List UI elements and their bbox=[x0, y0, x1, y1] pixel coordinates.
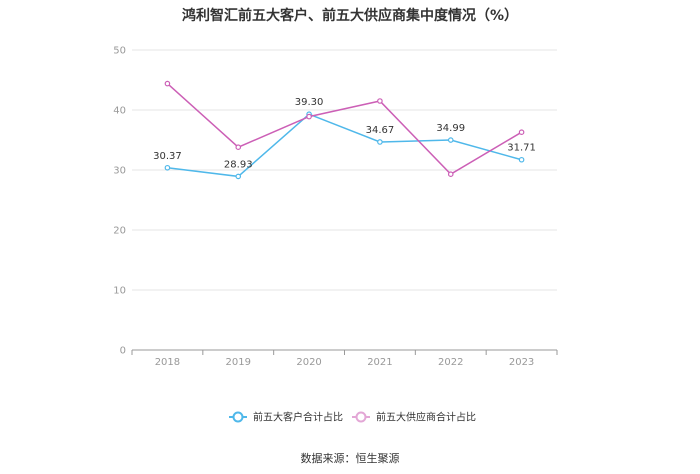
x-tick-label: 2018 bbox=[155, 357, 180, 368]
legend-item-1[interactable]: 前五大供应商合计占比 bbox=[352, 411, 476, 424]
x-tick-label: 2020 bbox=[296, 357, 321, 368]
data-point-0-1[interactable] bbox=[235, 173, 242, 180]
legend[interactable]: 前五大客户合计占比 前五大供应商合计占比 bbox=[229, 411, 476, 424]
data-point-1-5[interactable] bbox=[518, 129, 525, 136]
series-layer: 30.37 28.93 39.30 34.67 34.99 31.71 bbox=[153, 80, 536, 180]
x-tick-label: 2023 bbox=[509, 357, 534, 368]
x-axis: 2018 2019 2020 2021 2022 2023 bbox=[131, 349, 558, 368]
x-tick-label: 2019 bbox=[226, 357, 251, 368]
data-label: 30.37 bbox=[153, 151, 182, 162]
data-point-1-0[interactable] bbox=[164, 80, 171, 87]
data-label: 31.71 bbox=[507, 143, 536, 154]
y-axis: 0 10 20 30 40 50 bbox=[113, 46, 126, 357]
legend-label: 前五大供应商合计占比 bbox=[376, 411, 476, 424]
x-tick-label: 2021 bbox=[367, 357, 392, 368]
y-tick-label: 10 bbox=[113, 286, 126, 297]
series-line-1 bbox=[166, 83, 522, 176]
data-point-1-3[interactable] bbox=[377, 98, 383, 104]
legend-label: 前五大客户合计占比 bbox=[253, 411, 343, 424]
chart-title: 鸿利智汇前五大客户、前五大供应商集中度情况（%） bbox=[182, 7, 518, 24]
y-tick-label: 30 bbox=[113, 166, 126, 177]
y-tick-label: 50 bbox=[113, 46, 126, 57]
series-line-0 bbox=[167, 113, 522, 178]
data-label: 39.30 bbox=[295, 97, 324, 108]
y-tick-label: 20 bbox=[113, 226, 126, 237]
data-point-0-5[interactable] bbox=[518, 156, 525, 163]
legend-marker bbox=[355, 411, 367, 423]
data-point-0-3[interactable] bbox=[377, 139, 383, 145]
data-point-1-1[interactable] bbox=[235, 144, 242, 151]
x-tick-label: 2022 bbox=[438, 357, 463, 368]
data-point-0-4[interactable] bbox=[447, 137, 454, 143]
y-tick-label: 0 bbox=[120, 346, 126, 357]
data-label: 34.67 bbox=[366, 125, 395, 136]
data-label: 28.93 bbox=[224, 159, 253, 170]
source-note: 数据来源：恒生聚源 bbox=[301, 451, 400, 465]
data-label: 34.99 bbox=[436, 123, 465, 134]
data-point-1-4[interactable] bbox=[447, 171, 454, 178]
data-point-0-0[interactable] bbox=[164, 164, 171, 171]
y-tick-label: 40 bbox=[113, 106, 126, 117]
grid-lines bbox=[132, 49, 557, 291]
legend-marker bbox=[232, 411, 244, 423]
data-point-1-2[interactable] bbox=[306, 113, 312, 120]
legend-item-0[interactable]: 前五大客户合计占比 bbox=[229, 411, 343, 424]
